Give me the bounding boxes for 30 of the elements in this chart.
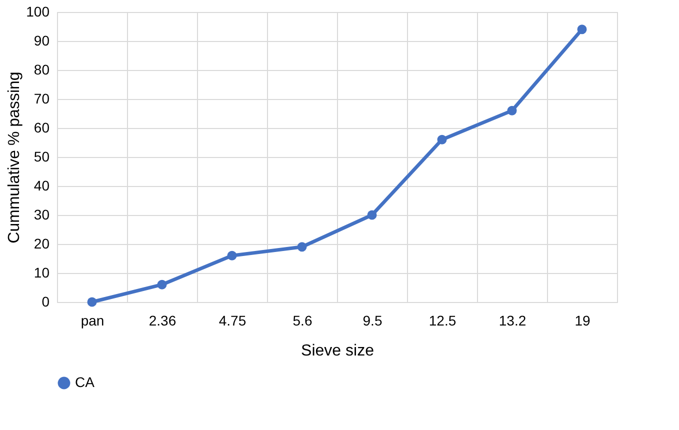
y-tick-label: 70 <box>34 90 50 106</box>
x-tick-label: 2.36 <box>148 312 176 328</box>
y-tick-label: 100 <box>26 4 50 20</box>
y-tick-label: 20 <box>34 236 50 252</box>
y-tick-label: 90 <box>34 32 50 48</box>
x-axis-title: Sieve size <box>301 342 374 360</box>
point <box>577 24 587 34</box>
point <box>297 242 307 252</box>
point <box>507 106 517 116</box>
y-tick-label: 80 <box>34 62 50 78</box>
y-tick-label: 50 <box>34 148 50 164</box>
x-tick-label: 9.5 <box>362 312 382 328</box>
x-tick-label: 19 <box>574 312 590 328</box>
y-tick-label: 60 <box>34 120 50 136</box>
x-tick-label: 13.2 <box>498 312 526 328</box>
x-tick-label: 12.5 <box>428 312 456 328</box>
y-tick-label: 30 <box>34 206 50 222</box>
y-tick-label: 40 <box>34 178 50 194</box>
point <box>87 297 97 307</box>
x-tick-label: 4.75 <box>218 312 246 328</box>
point <box>227 250 237 260</box>
y-axis-title: Cummulative % passing <box>6 72 24 244</box>
point <box>437 134 447 144</box>
point <box>157 280 167 290</box>
y-tick-label: 10 <box>34 264 50 280</box>
y-tick-label: 0 <box>42 294 50 310</box>
x-tick-label: pan <box>80 312 104 328</box>
legend-label: CA <box>75 374 96 390</box>
x-tick-label: 5.6 <box>292 312 312 328</box>
point <box>367 210 377 220</box>
